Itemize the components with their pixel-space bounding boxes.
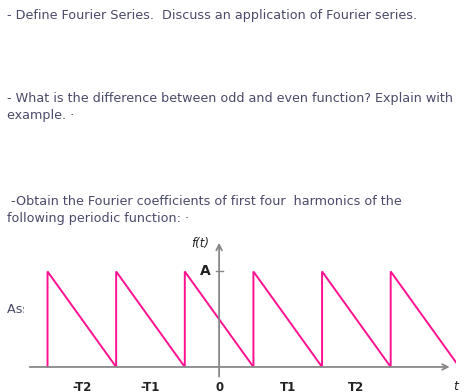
Text: T2: T2 — [348, 381, 365, 392]
Text: 0: 0 — [215, 381, 223, 392]
Text: T1: T1 — [280, 381, 296, 392]
Text: -T1: -T1 — [141, 381, 160, 392]
Text: -Obtain the Fourier coefficients of first four  harmonics of the
following perio: -Obtain the Fourier coefficients of firs… — [7, 195, 402, 225]
Text: t: t — [454, 380, 458, 392]
Text: Assume any value for A, T1 and T2.: Assume any value for A, T1 and T2. — [7, 303, 235, 316]
Text: -T2: -T2 — [72, 381, 92, 392]
Text: A: A — [200, 265, 211, 278]
Text: f(t): f(t) — [191, 237, 209, 250]
Text: - Define Fourier Series.  Discuss an application of Fourier series.: - Define Fourier Series. Discuss an appl… — [7, 9, 417, 22]
Text: - What is the difference between odd and even function? Explain with
example. ·: - What is the difference between odd and… — [7, 92, 453, 122]
